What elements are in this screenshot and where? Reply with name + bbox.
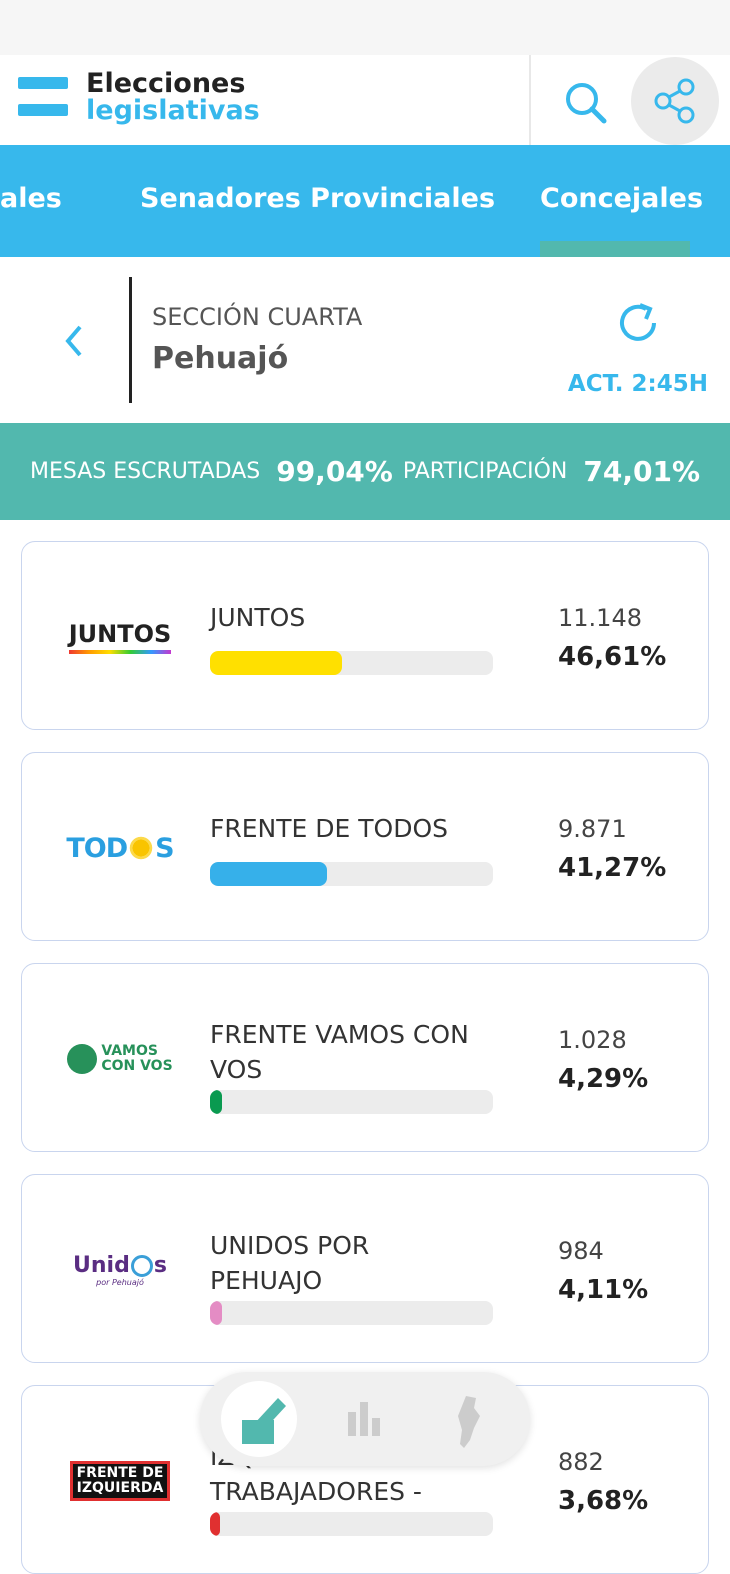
party-name: VOS xyxy=(210,1055,263,1084)
bar-track xyxy=(210,862,493,886)
votes: 11.148 xyxy=(558,604,642,632)
bar-track xyxy=(210,1512,493,1536)
logo-text: VAMOS xyxy=(101,1043,158,1059)
result-card[interactable]: JUNTOS JUNTOS 11.148 46,61% xyxy=(21,541,709,730)
percent: 3,68% xyxy=(558,1486,649,1516)
tab-indicator xyxy=(540,241,690,257)
location-bar: SECCIÓN CUARTA Pehuajó ACT. 2:45H xyxy=(0,257,730,423)
summary-value: 74,01% xyxy=(583,455,700,488)
party-logo: TOD S xyxy=(60,813,180,883)
refresh-button[interactable] xyxy=(616,299,664,347)
percent: 46,61% xyxy=(558,642,667,672)
bar xyxy=(210,862,327,886)
tab-bar: ales Senadores Provinciales Concejales xyxy=(0,145,730,257)
party-logo: FRENTE DE IZQUIERDA xyxy=(60,1446,180,1516)
party-logo: Unid s por Pehuajó xyxy=(60,1235,180,1305)
logo-text: TOD xyxy=(66,832,128,864)
search-button[interactable] xyxy=(563,80,609,126)
bar xyxy=(210,651,342,675)
votes: 984 xyxy=(558,1237,604,1265)
logo-text: por Pehuajó xyxy=(96,1278,144,1287)
logo-text: JUNTOS xyxy=(68,620,172,654)
logo-text: s xyxy=(153,1253,167,1278)
logo-sun xyxy=(128,835,155,861)
divider xyxy=(129,277,132,403)
logo: TOD S xyxy=(66,832,174,864)
nav-map[interactable] xyxy=(454,1394,484,1450)
status-bar xyxy=(0,0,730,55)
bar-track xyxy=(210,651,493,675)
logo: FRENTE DE IZQUIERDA xyxy=(69,1461,171,1501)
party-name: JUNTOS xyxy=(210,603,306,632)
app-subtitle: legislativas xyxy=(86,95,260,126)
divider xyxy=(529,55,531,145)
summary-bar: MESAS ESCRUTADAS 99,04% PARTICIPACIÓN 74… xyxy=(0,423,730,520)
bar xyxy=(210,1512,221,1536)
logo-badge xyxy=(67,1044,98,1074)
party-name: PEHUAJO xyxy=(210,1266,323,1295)
bar-track xyxy=(210,1090,493,1114)
result-card[interactable]: Unid s por Pehuajó UNIDOS POR PEHUAJO 984 4,11… xyxy=(21,1174,709,1363)
summary-value: 99,04% xyxy=(276,455,393,488)
bar xyxy=(210,1090,223,1114)
tab[interactable]: Senadores Provinciales xyxy=(140,183,496,214)
bar-track xyxy=(210,1301,493,1325)
logo-text: Unid xyxy=(73,1253,130,1278)
logo-text: IZQUIERDA xyxy=(76,1480,164,1496)
logo: Unid s xyxy=(73,1253,167,1278)
party-name: FRENTE DE TODOS xyxy=(210,814,449,843)
party-name: UNIDOS POR xyxy=(210,1231,370,1260)
section: SECCIÓN CUARTA xyxy=(152,303,363,331)
logo: VAMOS CON VOS xyxy=(67,1044,173,1074)
logo-ring xyxy=(130,1254,153,1277)
bar xyxy=(210,1301,222,1325)
votes: 1.028 xyxy=(558,1026,627,1054)
percent: 4,11% xyxy=(558,1275,649,1305)
location-name: Pehuajó xyxy=(152,341,289,376)
logo: Unid s por Pehuajó xyxy=(73,1253,167,1287)
result-card[interactable]: TOD S FRENTE DE TODOS 9.871 41,27% xyxy=(21,752,709,941)
updated: ACT. 2:45H xyxy=(567,371,708,397)
result-card[interactable]: VAMOS CON VOS FRENTE VAMOS CON VOS 1.028 4,29… xyxy=(21,963,709,1152)
votes: 9.871 xyxy=(558,815,627,843)
party-logo: JUNTOS xyxy=(60,602,180,672)
votes: 882 xyxy=(558,1448,604,1476)
party-name: TRABAJADORES - xyxy=(210,1477,422,1506)
bottom-nav xyxy=(200,1372,530,1466)
logo-icon xyxy=(18,77,68,116)
summary-label: PARTICIPACIÓN xyxy=(402,459,568,484)
party-name: FRENTE VAMOS CON xyxy=(210,1020,469,1049)
logo-text: FRENTE DE xyxy=(76,1465,164,1481)
tab-active[interactable]: Concejales xyxy=(540,183,704,214)
app-title: Elecciones xyxy=(86,68,246,99)
share-button[interactable] xyxy=(630,56,720,146)
header: Elecciones legislativas xyxy=(0,55,730,145)
summary-label: MESAS ESCRUTADAS xyxy=(29,459,261,484)
logo: VAMOS CON VOS xyxy=(101,1044,172,1074)
percent: 4,29% xyxy=(558,1064,649,1094)
tab[interactable]: ales xyxy=(0,183,62,214)
nav-vote[interactable] xyxy=(216,1380,302,1458)
back-button[interactable] xyxy=(60,321,90,361)
percent: 41,27% xyxy=(558,853,667,883)
nav-charts[interactable] xyxy=(346,1400,382,1440)
party-logo: VAMOS CON VOS xyxy=(60,1024,180,1094)
logo-text: CON VOS xyxy=(101,1058,173,1074)
logo-text: S xyxy=(155,832,174,864)
